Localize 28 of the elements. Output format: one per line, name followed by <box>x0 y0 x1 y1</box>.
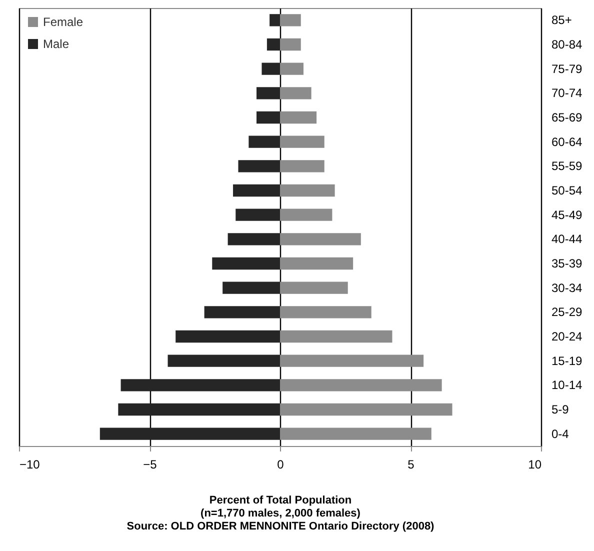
x-tick-label: 10 <box>528 458 542 472</box>
y-tick-label: 25-29 <box>552 305 583 320</box>
y-tick-label: 85+ <box>552 13 572 28</box>
y-tick-label: 70-74 <box>552 86 583 100</box>
x-axis-title: Percent of Total Population <box>209 494 352 506</box>
x-tick-label: 0 <box>277 458 284 472</box>
y-tick-label: 80-84 <box>552 38 583 52</box>
x-tick-label: 5 <box>408 458 415 472</box>
y-tick-label: 40-44 <box>552 232 583 246</box>
y-tick-label: 50-54 <box>552 184 583 198</box>
y-tick-label: 30-34 <box>552 280 583 295</box>
y-tick-label: 35-39 <box>552 256 583 270</box>
y-tick-label: 5-9 <box>552 402 570 416</box>
source-note: Source: OLD ORDER MENNONITE Ontario Directory (2008) <box>126 520 435 532</box>
text: (n=1,770 males, 2,000 females) <box>200 508 361 520</box>
y-tick-label: 15-19 <box>552 354 583 368</box>
y-tick-label: 45-49 <box>552 208 583 222</box>
y-tick-label: 10-14 <box>552 378 583 392</box>
y-tick-label: 60-64 <box>552 134 583 149</box>
legend-label: Female <box>43 15 84 29</box>
x-tick-label: −5 <box>143 458 158 472</box>
legend-label: Male <box>43 37 70 51</box>
y-tick-label: 65-69 <box>552 110 583 124</box>
y-tick-label: 55-59 <box>552 159 583 174</box>
x-tick-label: −10 <box>20 458 40 472</box>
y-tick-label: 20-24 <box>552 330 583 344</box>
y-tick-label: 0-4 <box>552 426 570 441</box>
y-tick-label: 75-79 <box>552 62 583 76</box>
